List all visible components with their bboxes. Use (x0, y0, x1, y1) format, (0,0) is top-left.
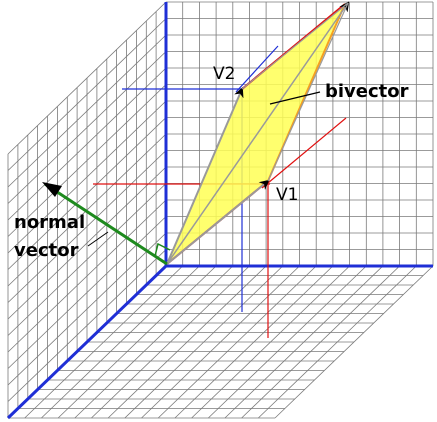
floor-grid (7, 265, 434, 419)
grid-line (7, 84, 167, 237)
normal-vector (44, 182, 168, 266)
bivector-label: bivector (325, 81, 409, 102)
grid-line (258, 265, 417, 419)
v2-shifted-vector (267, 2, 349, 182)
grid-line (7, 1, 167, 155)
grid-line (224, 265, 384, 419)
grid-line (174, 265, 334, 419)
v1-label: V1 (276, 185, 298, 205)
grid-line (191, 265, 350, 419)
sum-vector (166, 1, 350, 265)
right-angle-mark (154, 242, 171, 257)
grid-line (7, 18, 167, 171)
v1-projection-diagonal (261, 117, 347, 189)
grid-line (7, 117, 167, 270)
grid-line (7, 34, 167, 188)
grid-line (7, 67, 167, 221)
normal-vector-arrowhead-icon (42, 182, 62, 197)
bivector-leader-line (269, 91, 321, 105)
v2-label: V2 (213, 64, 235, 84)
grid-line (274, 265, 434, 419)
normal-vector-label-line1: normal (14, 212, 85, 233)
grid-line (7, 100, 167, 254)
v1-vector (166, 179, 270, 265)
v2-projection-diagonal (235, 45, 279, 93)
grid-line (157, 265, 317, 419)
back-wall-grid (165, 1, 434, 267)
v2-vector (166, 87, 244, 265)
coordinate-axes (6, 2, 433, 420)
normal-vector-label-line2: vector (14, 240, 79, 261)
grid-line (241, 265, 400, 419)
grid-line (7, 51, 167, 204)
depth-axis (6, 264, 168, 420)
normal-vector-leader-line (87, 231, 109, 247)
grid-line (208, 265, 367, 419)
v1-shifted-vector (241, 2, 349, 90)
